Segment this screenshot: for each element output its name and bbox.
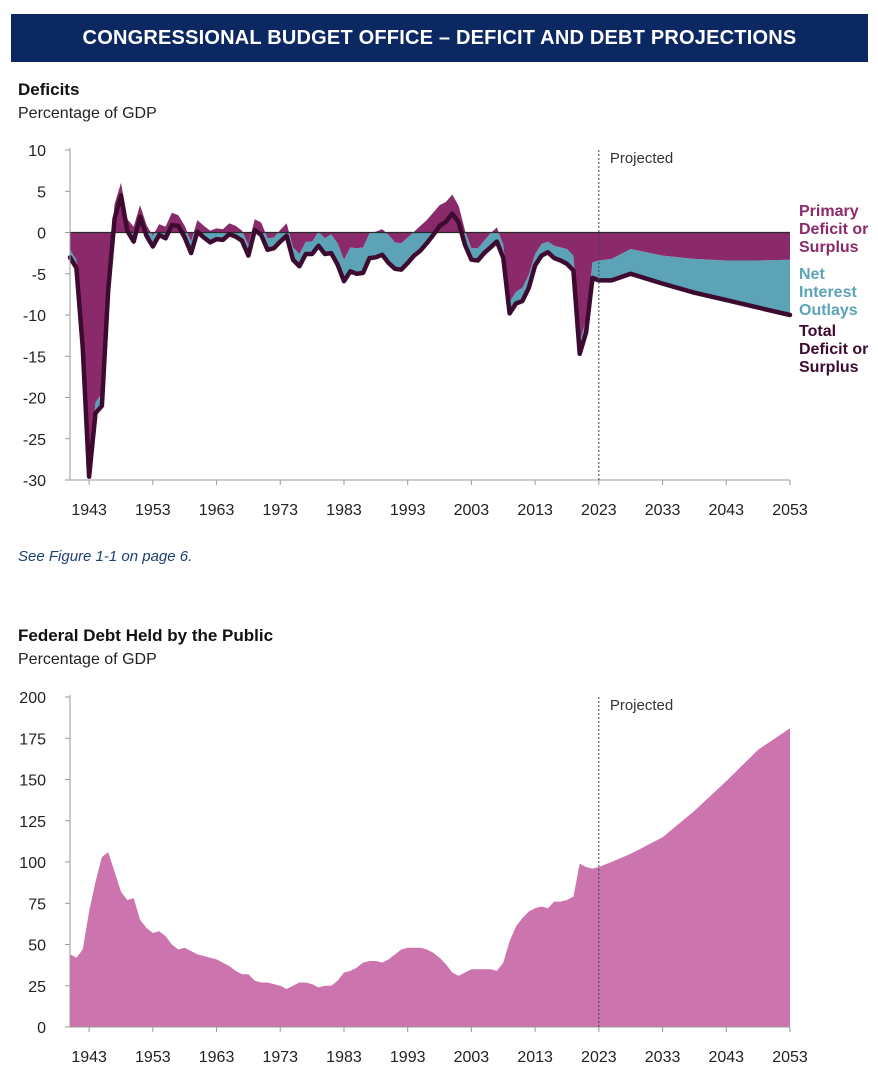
x-tick-label: 2013 [517, 502, 553, 519]
y-tick-label: 25 [28, 979, 46, 996]
y-tick-label: 125 [19, 814, 46, 831]
y-tick-label: -10 [23, 308, 46, 325]
x-tick-label: 1973 [262, 1049, 298, 1066]
legend-label-net-interest: Outlays [799, 302, 858, 319]
legend-label-total: Deficit or [799, 341, 868, 358]
y-tick-label: 0 [37, 226, 46, 243]
y-tick-label: 5 [37, 184, 46, 201]
y-tick-label: 10 [28, 143, 46, 160]
x-tick-label: 1983 [326, 502, 362, 519]
x-tick-label: 1943 [71, 502, 107, 519]
primary-deficit-area [70, 183, 790, 471]
x-tick-label: 2023 [581, 502, 617, 519]
y-tick-label: 0 [37, 1020, 46, 1037]
x-tick-label: 1993 [390, 502, 426, 519]
y-tick-label: -30 [23, 473, 46, 490]
x-tick-label: 2023 [581, 1049, 617, 1066]
x-tick-label: 2053 [772, 1049, 808, 1066]
x-tick-label: 1943 [71, 1049, 107, 1066]
projected-label: Projected [610, 697, 673, 714]
x-tick-label: 2013 [517, 1049, 553, 1066]
deficits-y-unit: Percentage of GDP [18, 105, 157, 122]
y-tick-label: 50 [28, 938, 46, 955]
deficits-chart-title: Deficits [18, 80, 80, 99]
legend-label-primary: Primary [799, 203, 859, 220]
x-tick-label: 2043 [708, 1049, 744, 1066]
x-tick-label: 1993 [390, 1049, 426, 1066]
legend-label-net-interest: Net [799, 266, 825, 283]
legend-label-primary: Deficit or [799, 221, 868, 238]
x-tick-label: 1953 [135, 502, 171, 519]
x-tick-label: 2033 [645, 1049, 681, 1066]
y-tick-label: 175 [19, 731, 46, 748]
y-tick-label: 100 [19, 855, 46, 872]
x-tick-label: 2053 [772, 502, 808, 519]
legend-label-total: Surplus [799, 359, 859, 376]
x-tick-label: 2003 [454, 502, 490, 519]
x-tick-label: 2033 [645, 502, 681, 519]
x-tick-label: 1963 [199, 1049, 235, 1066]
y-tick-label: 200 [19, 690, 46, 707]
banner-title: CONGRESSIONAL BUDGET OFFICE – DEFICIT AN… [11, 14, 868, 62]
y-tick-label: 75 [28, 896, 46, 913]
legend-label-total: Total [799, 323, 836, 340]
y-tick-label: -25 [23, 432, 46, 449]
x-tick-label: 1983 [326, 1049, 362, 1066]
x-tick-label: 1963 [199, 502, 235, 519]
y-tick-label: -5 [32, 267, 46, 284]
legend-label-net-interest: Interest [799, 284, 857, 301]
y-tick-label: -20 [23, 391, 46, 408]
debt-chart-title: Federal Debt Held by the Public [18, 626, 274, 645]
debt-y-unit: Percentage of GDP [18, 651, 157, 668]
x-tick-label: 1973 [262, 502, 298, 519]
x-tick-label: 2043 [708, 502, 744, 519]
debt-area [70, 728, 790, 1027]
y-tick-label: -15 [23, 349, 46, 366]
projected-label: Projected [610, 150, 673, 167]
x-tick-label: 1953 [135, 1049, 171, 1066]
x-tick-label: 2003 [454, 1049, 490, 1066]
total-deficit-line [67, 193, 793, 479]
figure-reference-note: See Figure 1-1 on page 6. [18, 548, 193, 565]
y-tick-label: 150 [19, 773, 46, 790]
legend-label-primary: Surplus [799, 239, 859, 256]
